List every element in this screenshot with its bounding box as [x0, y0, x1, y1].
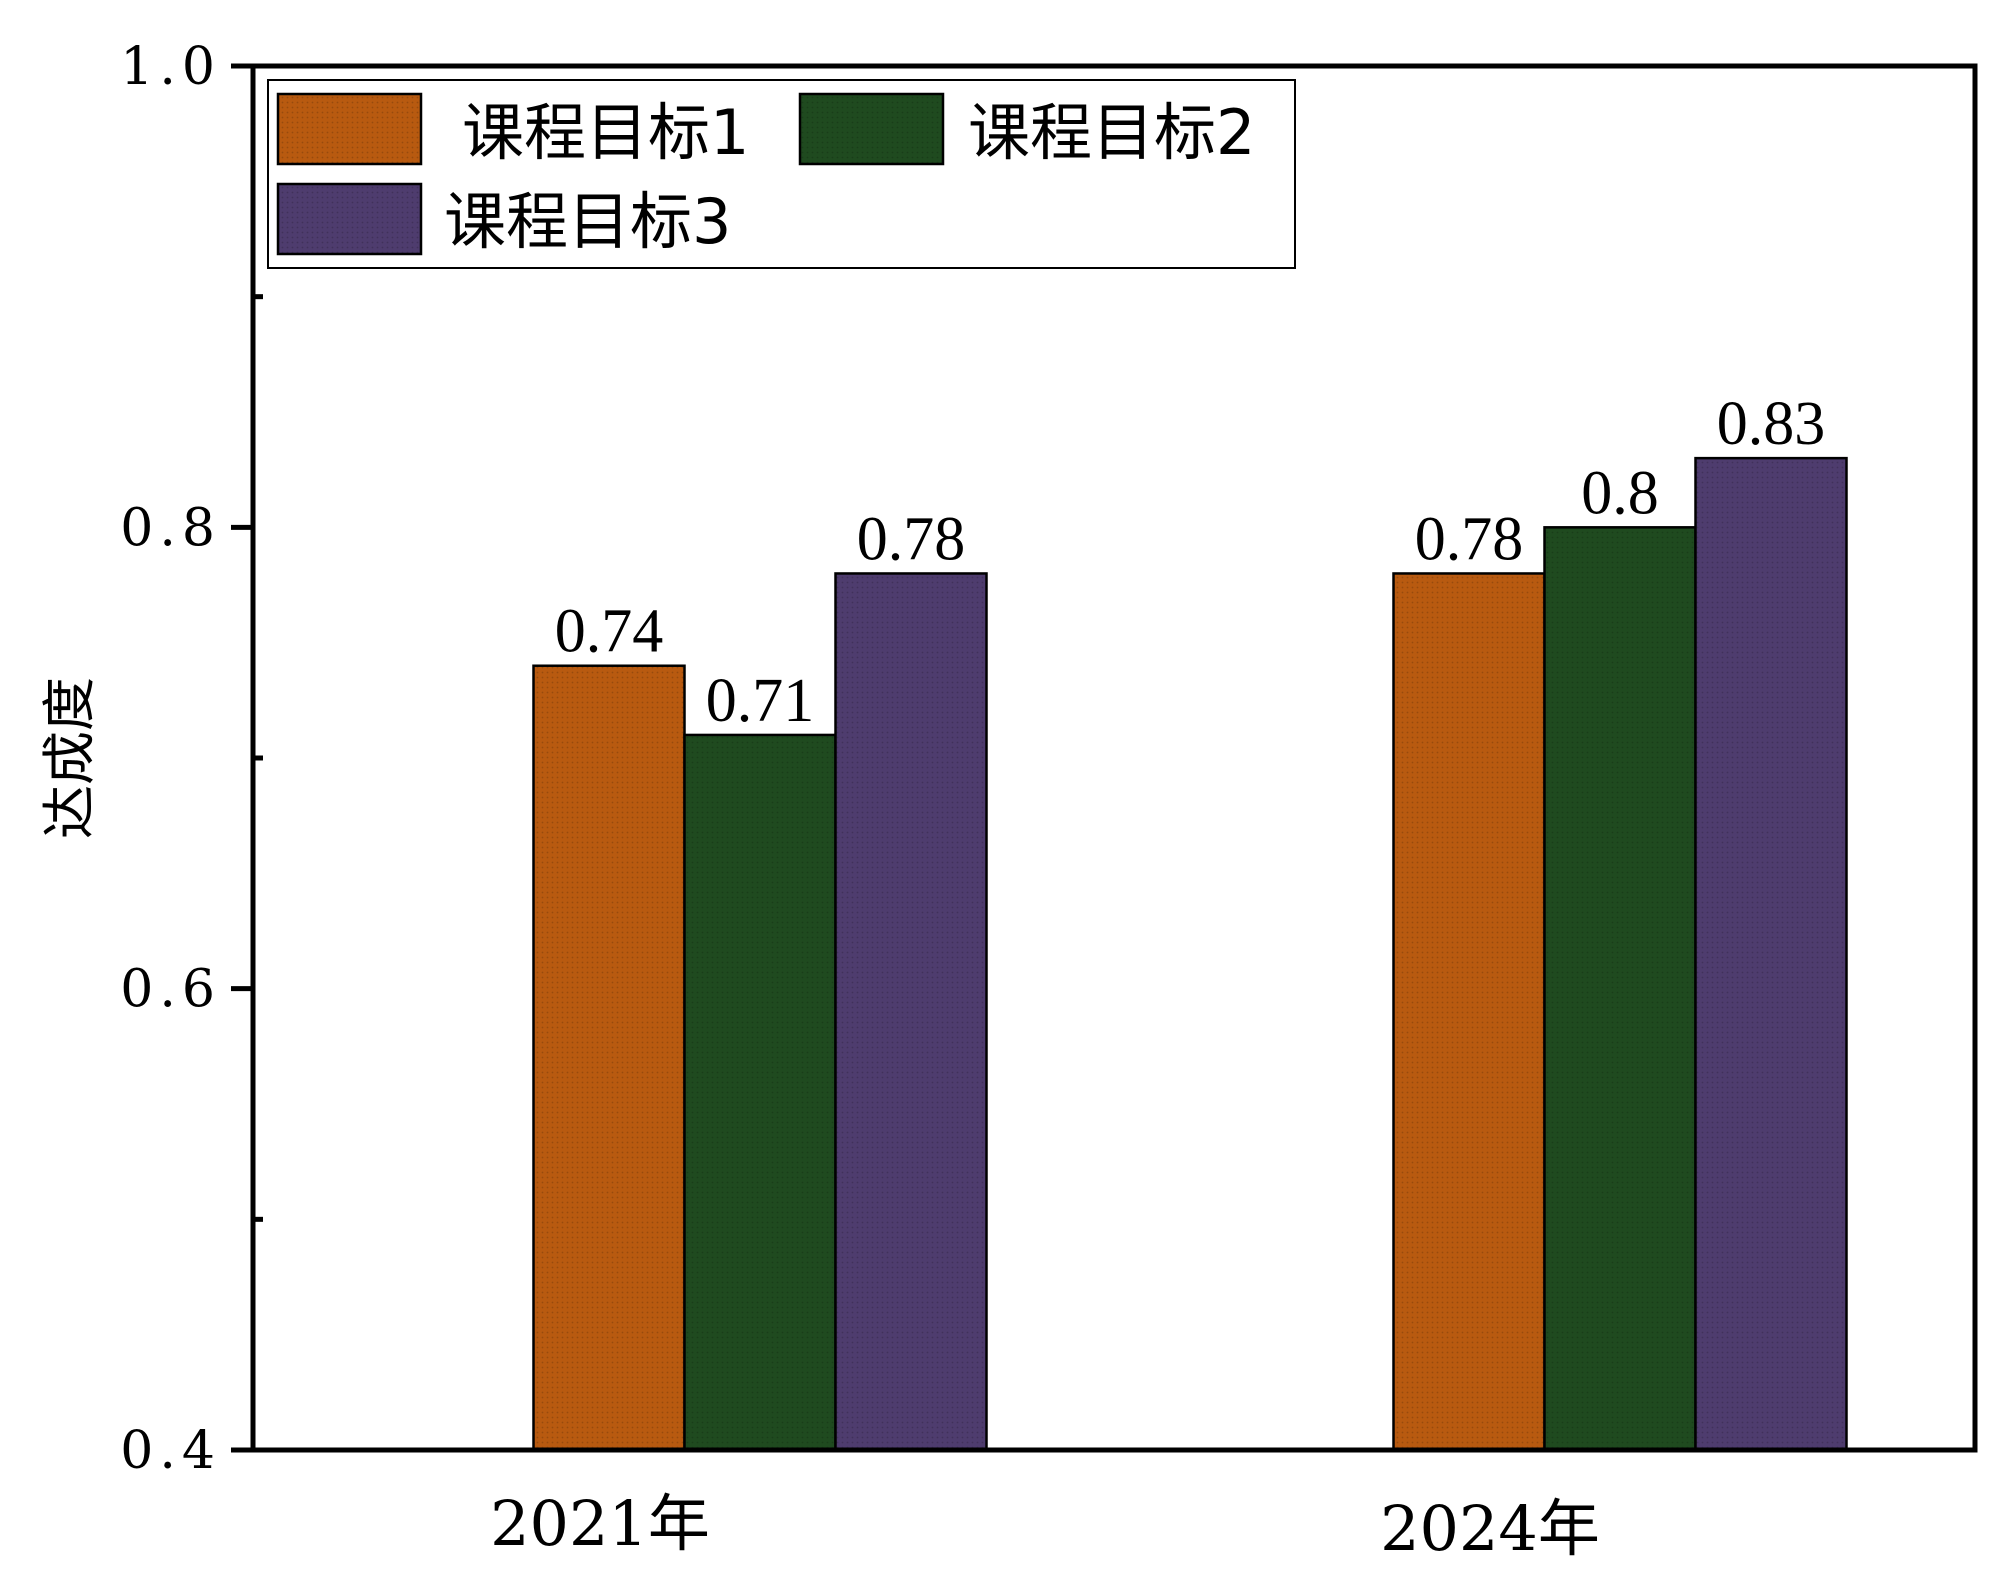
data-label: 0.74: [555, 598, 664, 666]
y-axis: 0.4 0.6 0.8 1.0: [120, 37, 263, 1481]
x-category-label: 2024年: [1380, 1492, 1600, 1565]
bar-texture: [1695, 458, 1847, 1451]
legend-swatch-texture: [278, 184, 421, 254]
legend-swatch-texture: [800, 94, 943, 164]
bar-texture: [1544, 527, 1696, 1450]
legend-swatch-texture: [278, 94, 421, 164]
x-axis: 2021年 2024年: [250, 66, 1975, 1565]
x-category-label: 2021年: [490, 1487, 710, 1560]
y-tick-label: 0.6: [120, 960, 221, 1020]
data-label: 0.71: [706, 667, 815, 735]
y-tick-label: 0.8: [120, 498, 221, 558]
data-label: 0.8: [1581, 459, 1659, 527]
legend-label-1: 课程目标1: [462, 96, 749, 169]
legend-label-3: 课程目标3: [444, 185, 731, 258]
legend: 课程目标1 课程目标2 课程目标3: [267, 79, 1296, 269]
y-tick-label: 1.0: [120, 37, 221, 97]
data-label: 0.78: [1415, 505, 1524, 573]
data-label: 0.83: [1717, 390, 1826, 458]
bars-group: [532, 456, 1848, 1452]
legend-label-2: 课程目标2: [968, 96, 1255, 169]
legend-box: [267, 79, 1296, 269]
y-tick-label: 0.4: [120, 1421, 221, 1481]
data-labels-group: 0.74 0.71 0.78 0.78 0.8 0.83: [555, 390, 1826, 735]
bar-texture: [1393, 573, 1545, 1450]
bar-texture: [533, 665, 685, 1450]
y-axis-label: 达成度: [38, 677, 101, 839]
data-label: 0.78: [857, 505, 966, 573]
bar-texture: [835, 573, 987, 1450]
bar-texture: [684, 734, 836, 1450]
